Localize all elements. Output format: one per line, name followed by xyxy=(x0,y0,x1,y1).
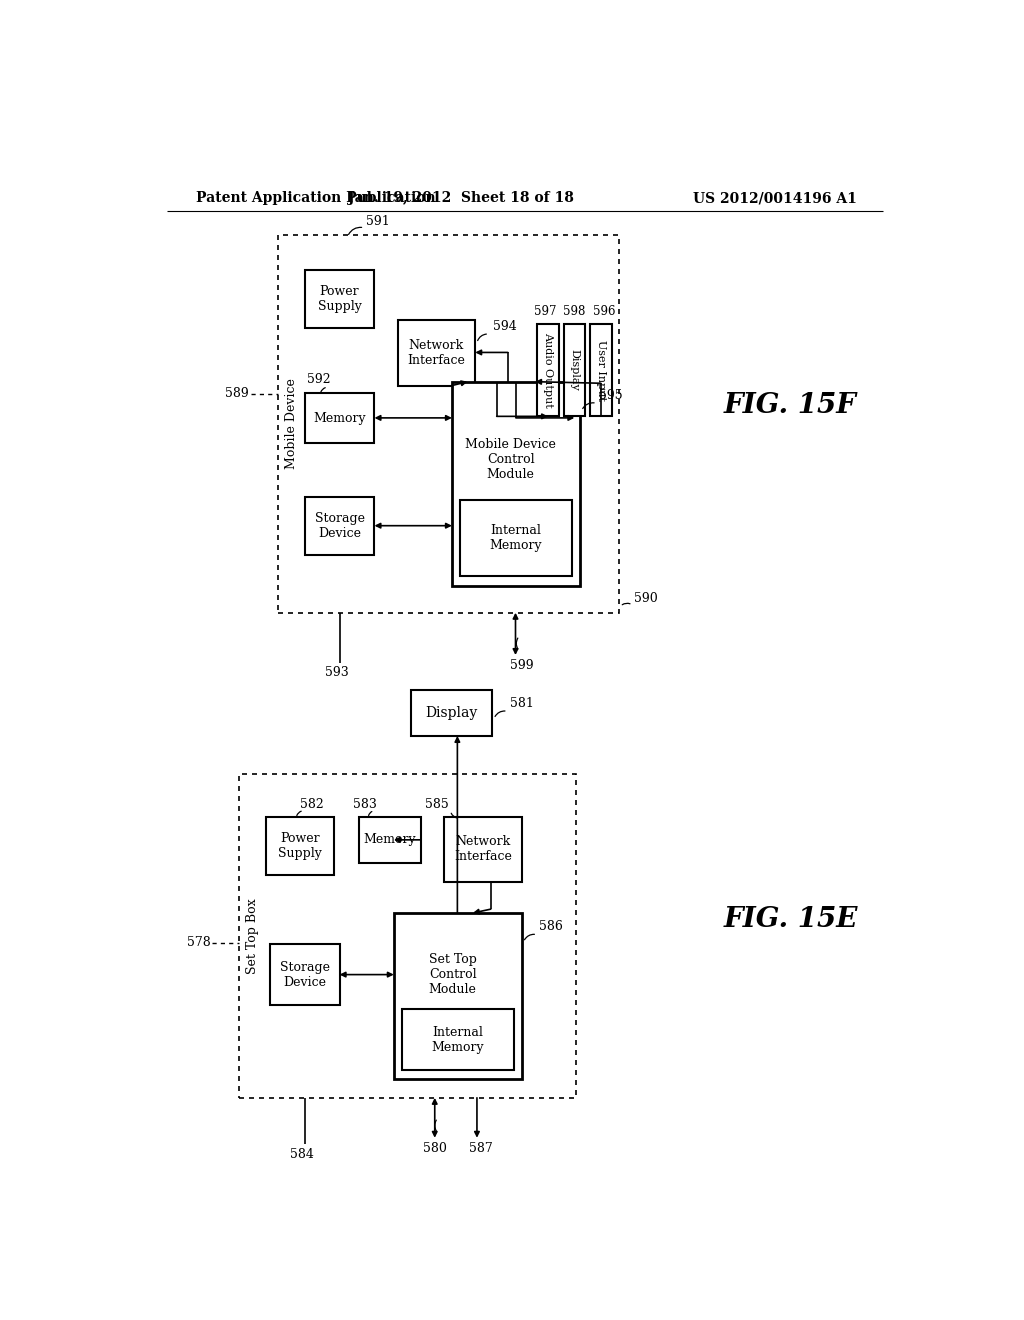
Bar xyxy=(460,500,572,576)
Text: 592: 592 xyxy=(307,372,331,385)
Bar xyxy=(444,817,521,882)
Text: Storage
Device: Storage Device xyxy=(314,512,365,540)
Bar xyxy=(397,321,475,385)
Bar xyxy=(305,271,375,327)
Text: Set Top Box: Set Top Box xyxy=(247,899,259,974)
Text: 593: 593 xyxy=(326,667,349,680)
Text: Display: Display xyxy=(425,706,477,719)
Text: 594: 594 xyxy=(493,319,516,333)
Text: 598: 598 xyxy=(563,305,586,318)
Text: 597: 597 xyxy=(534,305,556,318)
Text: Patent Application Publication: Patent Application Publication xyxy=(197,191,436,206)
Text: 578: 578 xyxy=(186,936,210,949)
Bar xyxy=(270,944,340,1006)
Text: 590: 590 xyxy=(634,593,657,606)
Text: 586: 586 xyxy=(540,920,563,933)
Text: US 2012/0014196 A1: US 2012/0014196 A1 xyxy=(692,191,856,206)
Text: Storage
Device: Storage Device xyxy=(280,961,330,989)
Bar xyxy=(411,689,493,737)
Text: User Input: User Input xyxy=(596,339,606,401)
Bar xyxy=(452,381,580,586)
Text: Mobile Device
Control
Module: Mobile Device Control Module xyxy=(465,438,556,480)
Text: Network
Interface: Network Interface xyxy=(454,836,512,863)
Text: FIG. 15F: FIG. 15F xyxy=(723,392,856,418)
Text: Memory: Memory xyxy=(313,412,366,425)
Bar xyxy=(538,323,559,416)
Bar xyxy=(278,235,618,612)
Text: Mobile Device: Mobile Device xyxy=(285,379,298,470)
Text: 585: 585 xyxy=(425,797,449,810)
Bar xyxy=(401,1008,514,1071)
Text: 581: 581 xyxy=(510,697,534,710)
Text: 584: 584 xyxy=(291,1148,314,1162)
Text: Internal
Memory: Internal Memory xyxy=(431,1026,484,1053)
Text: 599: 599 xyxy=(510,659,534,672)
Bar xyxy=(305,393,375,444)
Text: 583: 583 xyxy=(353,797,377,810)
Text: 591: 591 xyxy=(367,215,390,228)
Bar xyxy=(590,323,611,416)
Text: 582: 582 xyxy=(300,797,324,810)
Text: Memory: Memory xyxy=(364,833,417,846)
Text: Power
Supply: Power Supply xyxy=(317,285,361,313)
Text: 595: 595 xyxy=(599,389,623,403)
Text: Display: Display xyxy=(569,350,580,391)
Text: Audio Output: Audio Output xyxy=(543,333,553,408)
Text: 596: 596 xyxy=(593,305,615,318)
Text: 587: 587 xyxy=(469,1142,493,1155)
Text: Network
Interface: Network Interface xyxy=(408,339,465,367)
Text: Power
Supply: Power Supply xyxy=(279,832,322,859)
Text: Set Top
Control
Module: Set Top Control Module xyxy=(429,953,476,995)
Bar xyxy=(394,913,521,1078)
Text: 589: 589 xyxy=(225,387,249,400)
Text: 580: 580 xyxy=(423,1142,446,1155)
Bar xyxy=(239,775,575,1098)
Bar xyxy=(266,817,334,875)
Text: Jan. 19, 2012  Sheet 18 of 18: Jan. 19, 2012 Sheet 18 of 18 xyxy=(348,191,574,206)
Bar xyxy=(563,323,586,416)
Text: Internal
Memory: Internal Memory xyxy=(489,524,542,552)
Text: FIG. 15E: FIG. 15E xyxy=(723,907,857,933)
Bar xyxy=(305,498,375,554)
Bar xyxy=(359,817,421,863)
